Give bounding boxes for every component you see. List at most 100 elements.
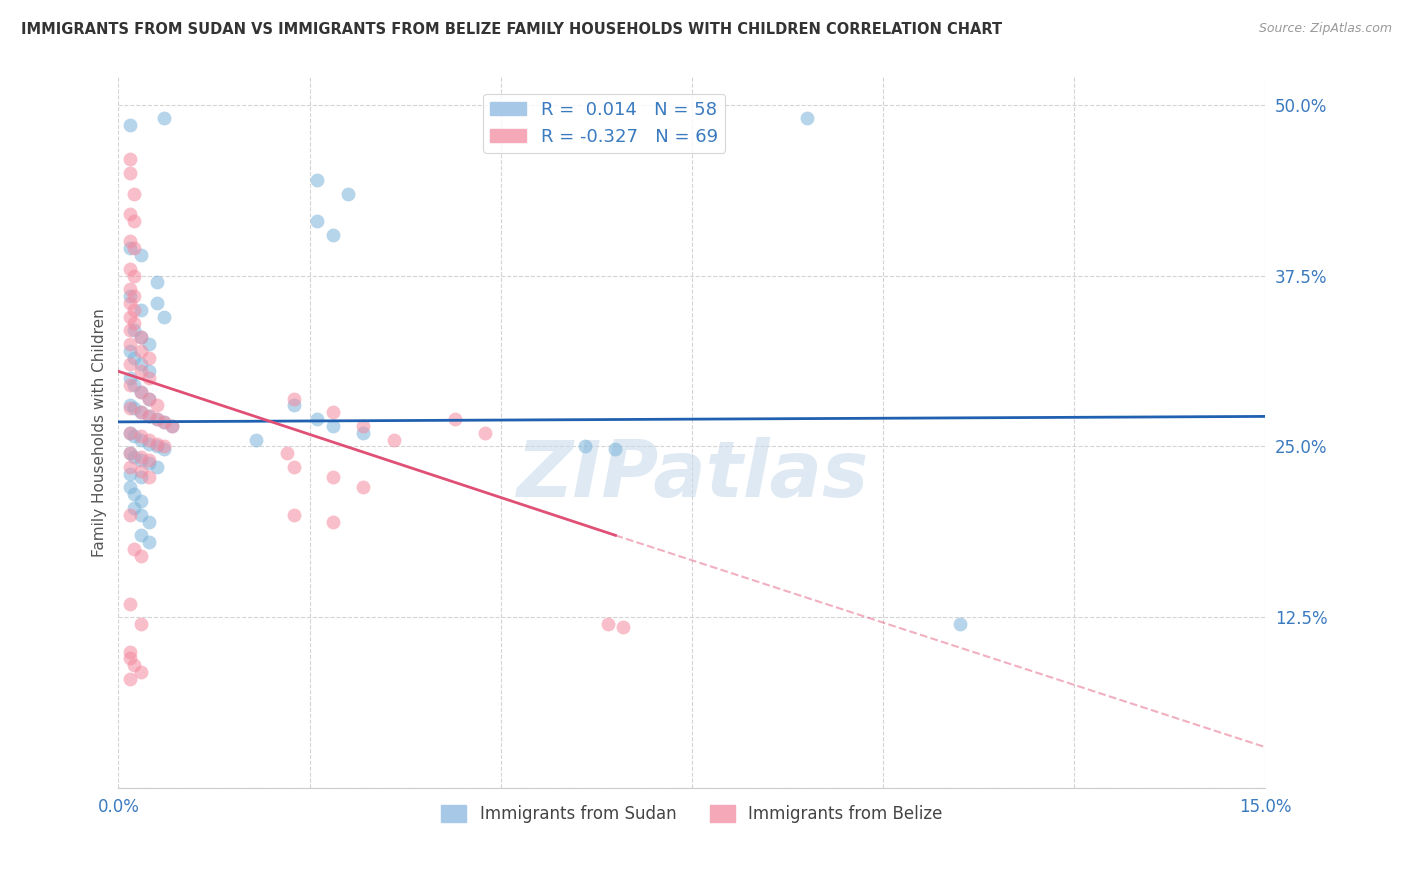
Point bbox=[122, 186, 145, 201]
Point bbox=[138, 515, 160, 529]
Point bbox=[605, 442, 627, 457]
Point bbox=[796, 112, 818, 126]
Point bbox=[131, 433, 153, 447]
Point bbox=[118, 378, 141, 392]
Point bbox=[131, 330, 153, 344]
Point bbox=[131, 330, 153, 344]
Point bbox=[245, 433, 267, 447]
Text: Source: ZipAtlas.com: Source: ZipAtlas.com bbox=[1258, 22, 1392, 36]
Point bbox=[118, 282, 141, 296]
Point bbox=[138, 456, 160, 470]
Point bbox=[160, 419, 183, 434]
Point bbox=[145, 436, 167, 450]
Point bbox=[118, 508, 141, 522]
Point bbox=[138, 436, 160, 450]
Point bbox=[118, 651, 141, 665]
Point bbox=[118, 467, 141, 481]
Point bbox=[283, 399, 305, 413]
Point bbox=[138, 351, 160, 365]
Point bbox=[122, 428, 145, 442]
Point bbox=[118, 153, 141, 167]
Point bbox=[118, 296, 141, 310]
Point bbox=[948, 617, 970, 632]
Point bbox=[122, 541, 145, 556]
Point bbox=[118, 446, 141, 460]
Point bbox=[131, 302, 153, 317]
Point bbox=[153, 415, 176, 429]
Point bbox=[122, 323, 145, 337]
Point bbox=[118, 118, 141, 132]
Text: IMMIGRANTS FROM SUDAN VS IMMIGRANTS FROM BELIZE FAMILY HOUSEHOLDS WITH CHILDREN : IMMIGRANTS FROM SUDAN VS IMMIGRANTS FROM… bbox=[21, 22, 1002, 37]
Point bbox=[118, 672, 141, 686]
Point bbox=[574, 440, 596, 454]
Point bbox=[118, 323, 141, 337]
Point bbox=[145, 296, 167, 310]
Point bbox=[122, 487, 145, 501]
Point bbox=[131, 384, 153, 399]
Point bbox=[322, 469, 344, 483]
Point bbox=[138, 409, 160, 424]
Point bbox=[131, 469, 153, 483]
Legend: Immigrants from Sudan, Immigrants from Belize: Immigrants from Sudan, Immigrants from B… bbox=[434, 798, 949, 830]
Point bbox=[122, 500, 145, 515]
Point bbox=[122, 241, 145, 255]
Point bbox=[612, 620, 634, 634]
Point bbox=[283, 460, 305, 475]
Point bbox=[131, 364, 153, 378]
Point bbox=[118, 207, 141, 221]
Point bbox=[131, 617, 153, 632]
Point bbox=[138, 392, 160, 406]
Point bbox=[118, 399, 141, 413]
Point bbox=[153, 415, 176, 429]
Point bbox=[118, 343, 141, 358]
Point bbox=[118, 460, 141, 475]
Point bbox=[145, 412, 167, 426]
Point bbox=[131, 428, 153, 442]
Point bbox=[122, 214, 145, 228]
Point bbox=[322, 227, 344, 242]
Point bbox=[122, 268, 145, 283]
Point bbox=[118, 371, 141, 385]
Point bbox=[122, 289, 145, 303]
Point bbox=[145, 440, 167, 454]
Point bbox=[131, 405, 153, 419]
Point bbox=[138, 433, 160, 447]
Point bbox=[322, 405, 344, 419]
Point bbox=[131, 665, 153, 679]
Point bbox=[153, 442, 176, 457]
Point bbox=[131, 494, 153, 508]
Point bbox=[122, 450, 145, 465]
Point bbox=[352, 419, 374, 434]
Point bbox=[474, 425, 496, 440]
Point bbox=[122, 302, 145, 317]
Point bbox=[352, 425, 374, 440]
Point bbox=[118, 261, 141, 276]
Point bbox=[160, 419, 183, 434]
Point bbox=[122, 401, 145, 416]
Point bbox=[153, 112, 176, 126]
Point bbox=[118, 597, 141, 611]
Point bbox=[138, 409, 160, 424]
Point bbox=[444, 412, 467, 426]
Point bbox=[118, 337, 141, 351]
Point bbox=[131, 405, 153, 419]
Text: ZIPatlas: ZIPatlas bbox=[516, 437, 868, 514]
Point bbox=[138, 535, 160, 549]
Point bbox=[131, 549, 153, 563]
Point bbox=[138, 371, 160, 385]
Y-axis label: Family Households with Children: Family Households with Children bbox=[93, 309, 107, 558]
Point bbox=[596, 617, 619, 632]
Point bbox=[138, 469, 160, 483]
Point bbox=[352, 481, 374, 495]
Point bbox=[138, 453, 160, 467]
Point bbox=[131, 248, 153, 262]
Point bbox=[131, 464, 153, 478]
Point bbox=[118, 310, 141, 324]
Point bbox=[118, 425, 141, 440]
Point bbox=[382, 433, 405, 447]
Point bbox=[118, 644, 141, 658]
Point bbox=[122, 378, 145, 392]
Point bbox=[118, 481, 141, 495]
Point bbox=[283, 392, 305, 406]
Point bbox=[307, 412, 329, 426]
